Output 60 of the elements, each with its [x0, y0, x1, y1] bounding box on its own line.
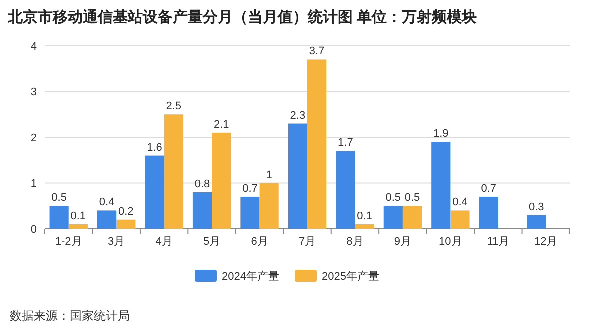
- data-label: 0.4: [99, 196, 115, 209]
- bar: [68, 224, 88, 229]
- data-label: 0.1: [70, 210, 86, 222]
- data-label: 1.9: [433, 128, 449, 140]
- data-label: 2.3: [290, 110, 306, 122]
- x-tick-label: 6月: [251, 236, 268, 248]
- data-label: 2.5: [166, 100, 182, 113]
- data-label: 1.7: [338, 137, 354, 150]
- bar: [450, 210, 470, 229]
- bar: [355, 224, 374, 229]
- bar: [212, 132, 232, 229]
- data-label: 0.8: [194, 178, 210, 190]
- data-label: 0.5: [386, 192, 402, 204]
- x-tick-label: 1-2月: [55, 236, 82, 248]
- legend-label: 2024年产量: [222, 270, 280, 283]
- chart-title: 北京市移动通信基站设备产量分月（当月值）统计图 单位：万射频模块: [7, 8, 478, 26]
- bar: [384, 206, 403, 229]
- data-label: 0.3: [528, 201, 544, 214]
- data-label: 0.1: [357, 210, 372, 222]
- bar: [192, 192, 212, 229]
- data-label: 2.1: [214, 118, 230, 131]
- data-label: 0.7: [242, 182, 258, 195]
- x-tick-label: 3月: [108, 236, 126, 248]
- bar: [145, 156, 164, 229]
- bar: [527, 215, 546, 229]
- data-label: 0.5: [404, 192, 420, 204]
- data-label: 1.6: [147, 142, 162, 154]
- bar: [308, 60, 327, 229]
- x-tick-label: 8月: [346, 236, 364, 248]
- x-tick-label: 5月: [203, 236, 221, 248]
- data-label: 0.5: [52, 192, 67, 204]
- data-label: 0.2: [118, 206, 134, 218]
- y-tick-label: 1: [30, 178, 37, 190]
- data-label: 1: [266, 169, 272, 182]
- bar: [479, 196, 498, 229]
- bar: [336, 151, 356, 229]
- bar: [116, 220, 136, 229]
- x-tick-label: 11月: [487, 236, 510, 248]
- x-tick-label: 4月: [156, 236, 173, 248]
- bar: [240, 196, 260, 229]
- y-tick-label: 3: [30, 86, 37, 99]
- bar: [288, 124, 308, 229]
- bar: [260, 183, 279, 229]
- y-tick-label: 4: [30, 40, 37, 53]
- y-tick-label: 0: [30, 224, 37, 236]
- x-tick-label: 9月: [394, 236, 412, 248]
- bar: [98, 210, 117, 229]
- x-tick-label: 12月: [534, 236, 558, 248]
- data-label: 0.4: [452, 196, 468, 209]
- bar: [50, 206, 69, 229]
- bar: [432, 142, 451, 229]
- source-note: 数据来源：国家统计局: [10, 309, 130, 323]
- data-label: 0.7: [481, 182, 497, 195]
- y-tick-label: 2: [30, 132, 37, 144]
- bar: [164, 114, 184, 229]
- bar: [402, 206, 422, 229]
- x-tick-label: 10月: [439, 236, 462, 248]
- legend-label: 2025年产量: [322, 270, 380, 283]
- data-label: 3.7: [309, 46, 325, 58]
- x-tick-label: 7月: [298, 236, 316, 248]
